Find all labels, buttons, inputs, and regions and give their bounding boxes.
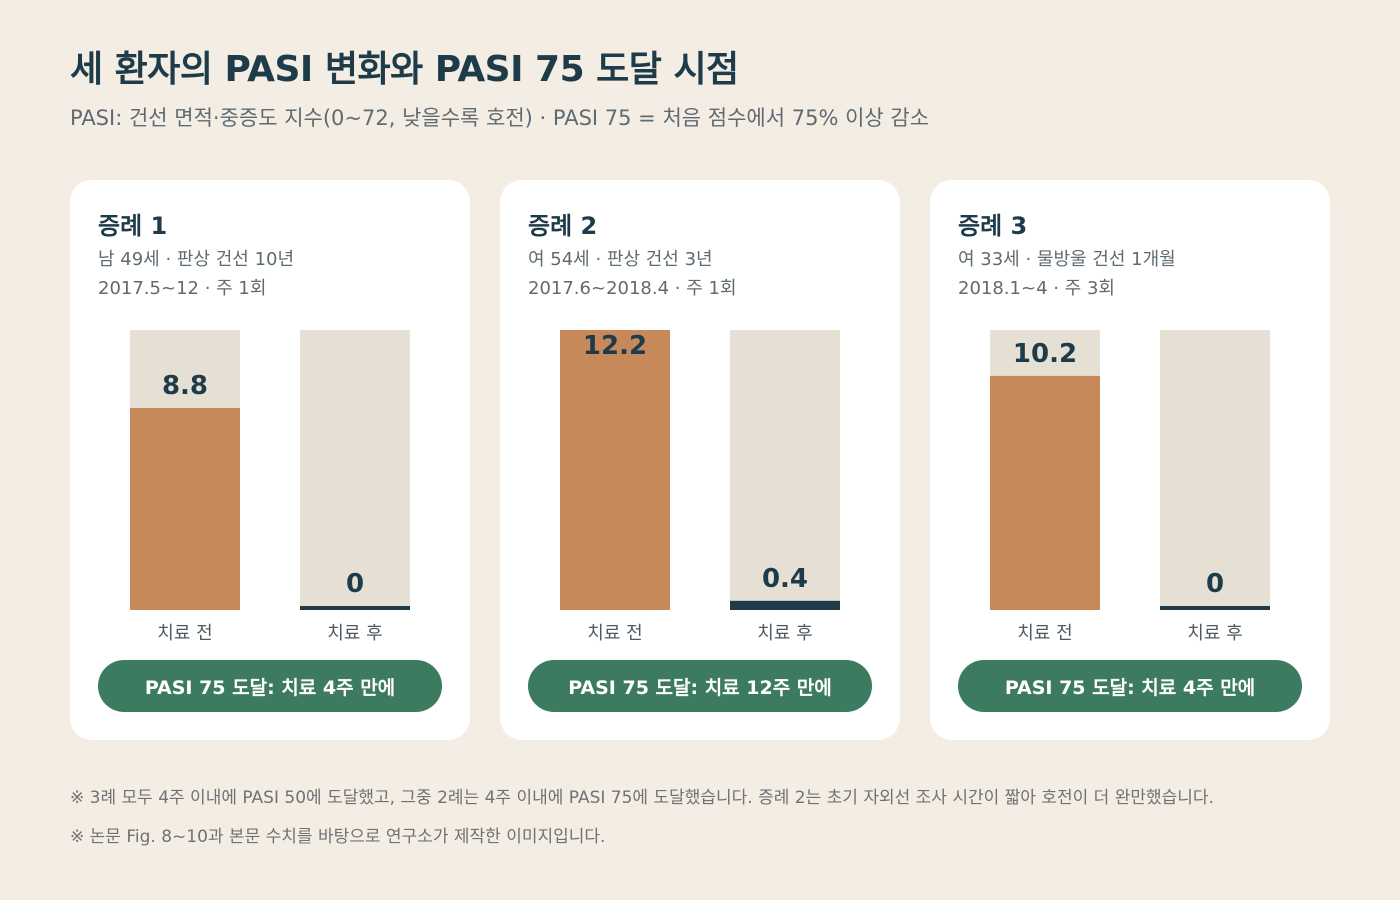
bar-chart-svg: 12.2 치료 전 0.4 치료 후 <box>560 330 840 644</box>
data-label: 0.4 <box>762 564 808 594</box>
data-label: 12.2 <box>583 331 647 361</box>
bar <box>730 600 840 610</box>
bar-chart-svg: 10.2 치료 전 0 치료 후 <box>990 330 1270 644</box>
page-subtitle: PASI: 건선 면적·중증도 지수(0~72, 낮을수록 호전) · PASI… <box>70 106 930 130</box>
case-card-3: 증례 3 여 33세 · 물방울 건선 1개월 2018.1~4 · 주 3회 … <box>930 180 1330 740</box>
data-label: 8.8 <box>162 371 208 401</box>
case-card-1: 증례 1 남 49세 · 판상 건선 10년 2017.5~12 · 주 1회 … <box>70 180 470 740</box>
bar-track <box>300 330 410 610</box>
bar-track <box>1160 330 1270 610</box>
data-label: 0 <box>1206 569 1224 599</box>
category-label: 치료 전 <box>1017 623 1072 644</box>
case-patient-info: 남 49세 · 판상 건선 10년 <box>98 249 295 270</box>
case-bar-chart: 12.2 치료 전 0.4 치료 후 <box>500 180 900 660</box>
category-label: 치료 전 <box>587 623 642 644</box>
data-label: 10.2 <box>1013 339 1077 369</box>
pasi75-badge: PASI 75 도달: 치료 4주 만에 <box>958 660 1302 712</box>
bar <box>300 606 410 610</box>
category-label: 치료 후 <box>757 623 812 644</box>
pasi75-badge: PASI 75 도달: 치료 12주 만에 <box>528 660 872 712</box>
category-label: 치료 후 <box>327 623 382 644</box>
case-title: 증례 2 <box>528 212 598 240</box>
case-period-info: 2017.6~2018.4 · 주 1회 <box>528 278 737 299</box>
bar <box>560 330 670 610</box>
bar <box>990 375 1100 610</box>
bar <box>1160 606 1270 610</box>
bar-track <box>730 330 840 610</box>
footnote: ※ 논문 Fig. 8~10과 본문 수치를 바탕으로 연구소가 제작한 이미지… <box>70 827 606 847</box>
case-period-info: 2018.1~4 · 주 3회 <box>958 278 1115 299</box>
case-title: 증례 1 <box>98 212 168 240</box>
case-card-2: 증례 2 여 54세 · 판상 건선 3년 2017.6~2018.4 · 주 … <box>500 180 900 740</box>
bar <box>130 408 240 610</box>
data-label: 0 <box>346 569 364 599</box>
case-patient-info: 여 54세 · 판상 건선 3년 <box>528 249 713 270</box>
footnote: ※ 3례 모두 4주 이내에 PASI 50에 도달했고, 그중 2례는 4주 … <box>70 788 1214 808</box>
page-title: 세 환자의 PASI 변화와 PASI 75 도달 시점 <box>70 49 739 90</box>
case-bar-chart: 10.2 치료 전 0 치료 후 <box>930 180 1330 660</box>
bar-chart-svg: 8.8 치료 전 0 치료 후 <box>130 330 410 644</box>
pasi75-badge: PASI 75 도달: 치료 4주 만에 <box>98 660 442 712</box>
case-bar-chart: 8.8 치료 전 0 치료 후 <box>70 180 470 660</box>
case-period-info: 2017.5~12 · 주 1회 <box>98 278 267 299</box>
case-patient-info: 여 33세 · 물방울 건선 1개월 <box>958 249 1176 270</box>
case-title: 증례 3 <box>958 212 1028 240</box>
category-label: 치료 전 <box>157 623 212 644</box>
category-label: 치료 후 <box>1187 623 1242 644</box>
